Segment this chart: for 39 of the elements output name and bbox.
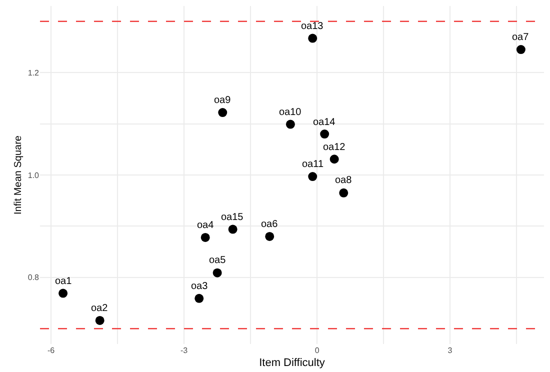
annotation: oa7 <box>512 32 530 43</box>
annotation: oa8 <box>335 175 352 186</box>
point <box>308 172 318 182</box>
annotation: oa15 <box>221 212 244 223</box>
y-tick-label: 1.0 <box>28 170 40 180</box>
x-tick-label: 3 <box>448 346 453 355</box>
annotation: oa9 <box>214 95 232 106</box>
point <box>95 316 104 325</box>
point <box>308 34 318 43</box>
annotation: oa6 <box>261 219 278 230</box>
annotation: oa11 <box>302 159 324 170</box>
point <box>212 268 222 278</box>
x-tick-label: -3 <box>180 346 188 355</box>
point <box>194 294 204 303</box>
point <box>200 232 210 242</box>
annotation: oa4 <box>197 220 214 231</box>
x-axis-title: Item Difficulty <box>259 357 326 370</box>
point <box>516 45 526 54</box>
point <box>265 232 274 241</box>
point <box>286 120 295 129</box>
point <box>330 154 339 164</box>
annotation: oa1 <box>55 276 72 287</box>
x-tick-label: 0 <box>314 346 320 355</box>
point <box>228 224 238 234</box>
y-tick-label: 1.2 <box>28 68 40 78</box>
point <box>218 108 228 118</box>
x-tick-label: -6 <box>48 346 56 355</box>
annotation: oa12 <box>323 142 346 153</box>
y-tick-label: 0.8 <box>28 273 40 282</box>
point <box>58 288 68 298</box>
annotation: oa2 <box>91 303 108 314</box>
annotation: oa3 <box>191 281 208 292</box>
point <box>320 130 330 139</box>
annotation: oa5 <box>209 255 226 266</box>
annotation: oa14 <box>313 117 336 128</box>
y-axis-title: Infit Mean Square <box>12 135 24 214</box>
annotation: oa13 <box>301 21 324 32</box>
annotation: oa10 <box>279 107 302 118</box>
point <box>339 188 348 198</box>
